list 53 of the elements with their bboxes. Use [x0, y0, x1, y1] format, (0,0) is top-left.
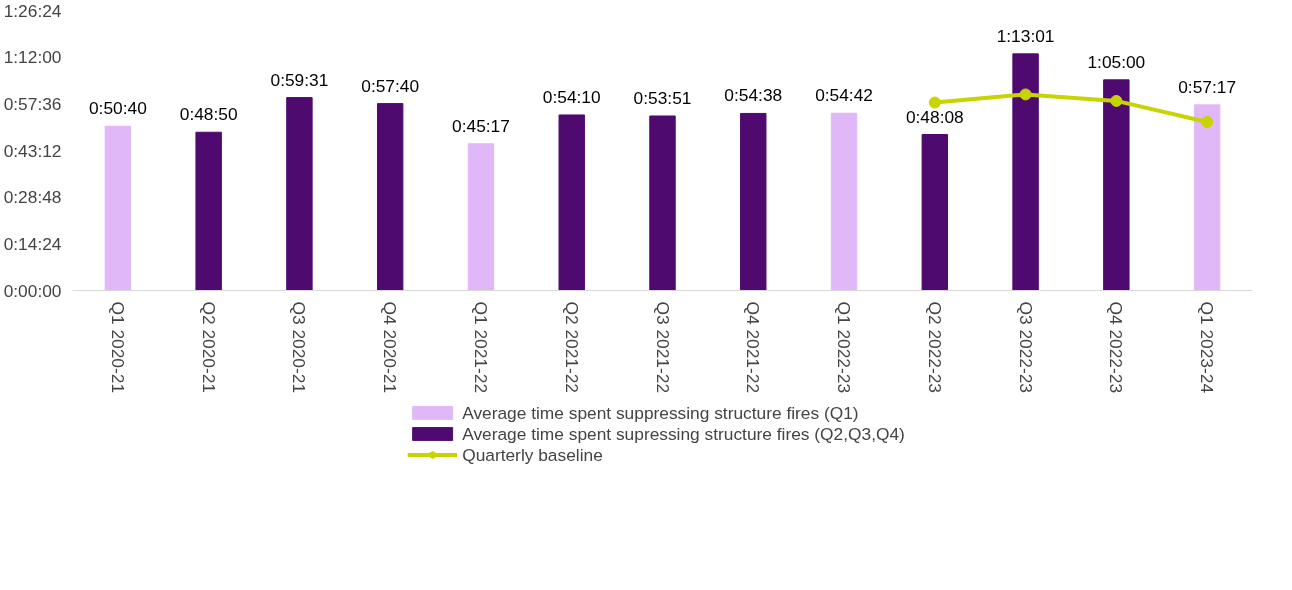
x-tick-label: Q1 2023-24	[1197, 301, 1218, 394]
point	[1019, 88, 1032, 101]
x-tick-label: Q2 2021-22	[561, 301, 582, 394]
x-tick-label: Q2 2020-21	[198, 301, 219, 394]
data-label: 0:53:51	[633, 87, 692, 108]
bar	[286, 97, 313, 291]
y-tick-label: 0:43:12	[3, 140, 62, 161]
data-label: 0:54:42	[815, 85, 873, 106]
x-tick-label: Q4 2021-22	[743, 301, 764, 394]
x-tick-label: Q1 2020-21	[107, 301, 128, 394]
data-label: 0:45:17	[452, 115, 510, 136]
x-tick-label: Q2 2022-23	[924, 301, 945, 394]
bar	[467, 143, 495, 291]
legend-label: Quarterly baseline	[462, 444, 603, 465]
x-tick-label: Q4 2022-23	[1106, 301, 1127, 394]
x-tick-label: Q1 2021-22	[470, 301, 491, 394]
y-tick-label: 1:26:24	[3, 0, 62, 21]
y-tick-label: 0:28:48	[3, 187, 62, 208]
data-label: 1:13:01	[996, 25, 1055, 46]
x-tick-label: Q3 2021-22	[652, 301, 673, 394]
point	[1110, 94, 1123, 107]
x-tick-label: Q1 2022-23	[834, 301, 855, 394]
data-label: 0:48:08	[905, 106, 964, 127]
bar	[921, 134, 949, 291]
legend-label: Average time spent supressing structure fires (Q2,Q3,Q4)	[462, 423, 905, 444]
point	[1201, 115, 1214, 128]
bar	[1012, 53, 1039, 291]
bar	[104, 125, 132, 291]
bar	[1103, 79, 1130, 291]
data-label: 0:54:10	[542, 86, 601, 107]
bar	[830, 112, 858, 291]
bar	[376, 103, 404, 291]
data-label: 0:57:17	[1178, 76, 1237, 97]
data-label: 0:59:31	[270, 69, 329, 90]
bar	[649, 115, 676, 291]
data-label: 1:05:00	[1087, 51, 1146, 72]
legend-label: Average time spent suppressing structure fires (Q1)	[462, 402, 859, 423]
y-tick-label: 0:14:24	[3, 233, 62, 254]
point	[928, 96, 941, 109]
data-label: 0:50:40	[88, 98, 147, 119]
x-tick-label: Q3 2022-23	[1015, 301, 1036, 394]
y-tick-label: 1:12:00	[3, 47, 62, 68]
x-tick-label: Q3 2020-21	[289, 301, 310, 394]
data-label: 0:48:50	[179, 104, 238, 125]
bar	[558, 114, 585, 291]
x-tick-label: Q4 2020-21	[380, 301, 401, 394]
data-label: 0:57:40	[361, 75, 420, 96]
data-label: 0:54:38	[724, 85, 783, 106]
y-tick-label: 0:57:36	[3, 93, 62, 114]
bar	[740, 112, 767, 291]
bar	[195, 131, 222, 291]
y-tick-label: 0:00:00	[3, 280, 62, 301]
bar	[1193, 104, 1221, 291]
